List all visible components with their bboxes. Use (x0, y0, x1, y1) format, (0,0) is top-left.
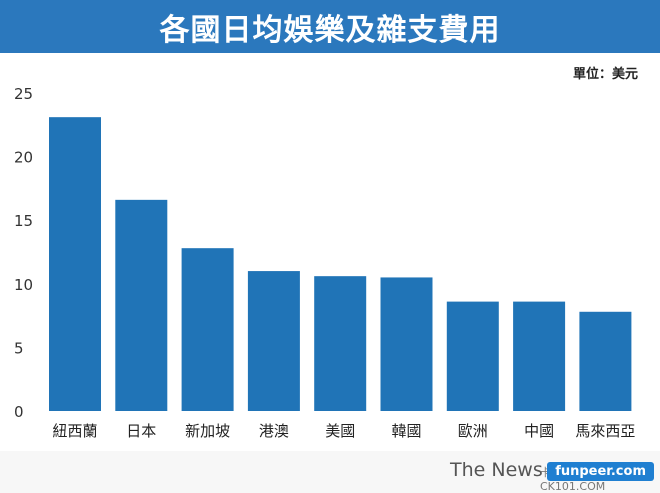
watermark: funpeer.com (547, 462, 654, 481)
bar (446, 301, 499, 411)
bar (314, 276, 367, 411)
y-tick-label: 15 (14, 212, 33, 230)
bar (579, 311, 632, 411)
unit-label: 單位：美元 (572, 67, 638, 82)
y-tick-label: 10 (14, 276, 33, 294)
x-tick-label: 歐洲 (458, 422, 488, 440)
x-tick-label: 馬來西亞 (575, 422, 635, 440)
y-tick-label: 25 (14, 85, 33, 103)
y-tick-label: 20 (14, 149, 33, 167)
x-tick-label: 中國 (524, 422, 554, 440)
x-tick-label: 美國 (325, 422, 355, 440)
footer-brand: The News (450, 459, 543, 481)
x-tick-label: 日本 (126, 422, 156, 440)
x-axis: 紐西蘭 日本 新加坡 港澳 美國 韓國 歐洲 中國 馬來西亞 (52, 422, 635, 440)
bar (380, 277, 433, 411)
bar (513, 301, 566, 411)
bar (49, 117, 101, 411)
bars (49, 117, 632, 411)
bar (181, 248, 234, 411)
y-axis: 0 5 10 15 20 25 (14, 85, 33, 421)
y-tick-label: 5 (14, 339, 24, 357)
chart-title: 各國日均娛樂及雜支費用 (0, 0, 660, 53)
x-tick-label: 紐西蘭 (52, 422, 97, 440)
x-tick-label: 新加坡 (185, 422, 230, 440)
bar-chart: 0 5 10 15 20 25 紐西蘭 日本 新加坡 港澳 美國 韓國 歐洲 中國 馬來西亞 (14, 85, 635, 440)
x-tick-label: 韓國 (391, 422, 421, 440)
x-tick-label: 港澳 (259, 422, 289, 440)
bar (247, 271, 300, 411)
y-tick-label: 0 (14, 403, 24, 421)
bar (115, 199, 168, 411)
